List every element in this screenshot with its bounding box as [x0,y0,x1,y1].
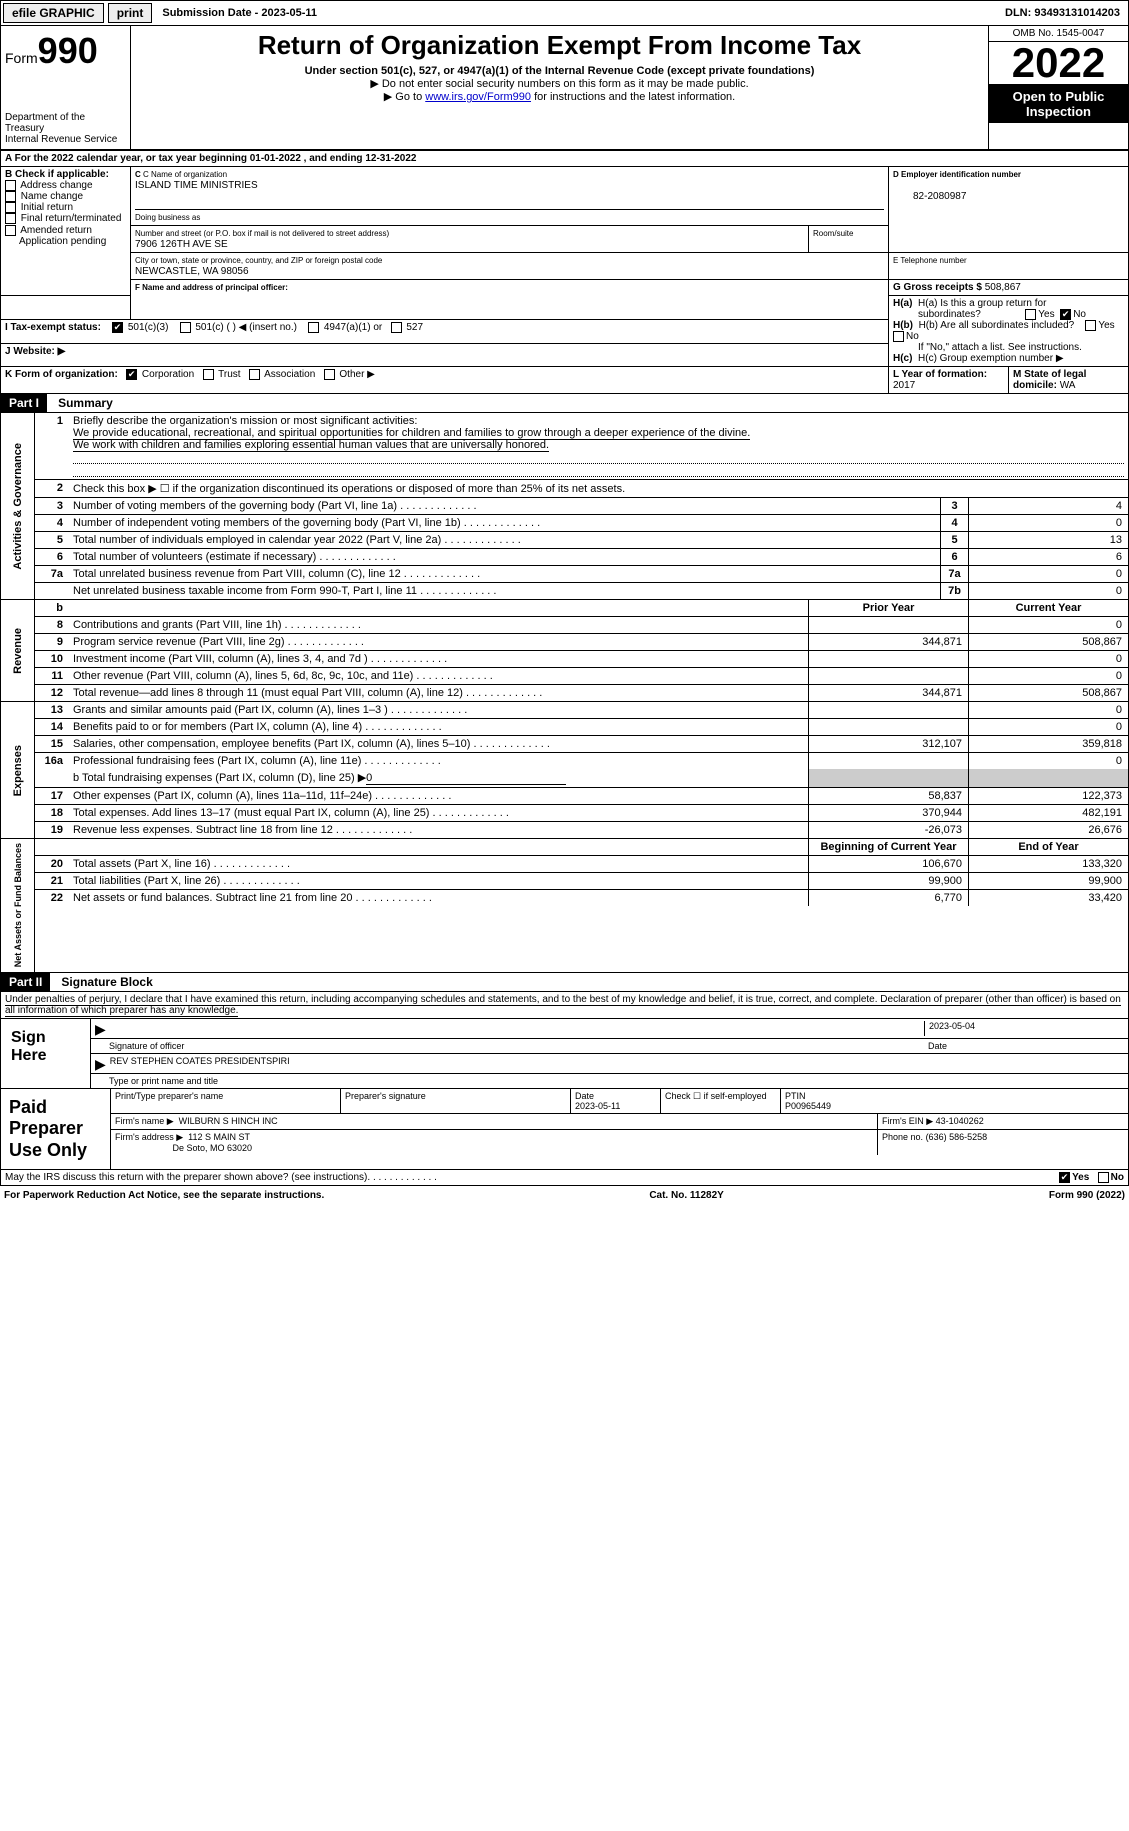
box-j: J Website: ▶ [1,343,889,367]
box-c-name: C C Name of organization ISLAND TIME MIN… [131,167,889,226]
box-i: I Tax-exempt status: ✔ 501(c)(3) 501(c) … [1,319,889,343]
form-header: Form990 Department of the Treasury Inter… [0,26,1129,150]
summary-row: 21 Total liabilities (Part X, line 26) 9… [35,873,1128,890]
part2-header: Part II Signature Block [0,973,1129,992]
revenue-section: Revenue b Prior Year Current Year 8 Cont… [0,600,1129,702]
part1-header: Part I Summary [0,394,1129,413]
summary-row: 5 Total number of individuals employed i… [35,532,1128,549]
room-suite: Room/suite [809,226,889,253]
print-button[interactable]: print [108,3,153,23]
summary-row: 16a Professional fundraising fees (Part … [35,753,1128,769]
summary-row: 22 Net assets or fund balances. Subtract… [35,890,1128,906]
box-h: H(a) H(a) Is this a group return for sub… [889,296,1129,367]
top-bar: efile GRAPHIC print Submission Date - 20… [0,0,1129,26]
box-c-addr: Number and street (or P.O. box if mail i… [131,226,809,253]
line-a: A For the 2022 calendar year, or tax yea… [1,151,1129,167]
summary-row: Net unrelated business taxable income fr… [35,583,1128,599]
box-k: K Form of organization: ✔ Corporation Tr… [1,367,889,394]
dln: DLN: 93493131014203 [997,5,1128,21]
summary-row: 12 Total revenue—add lines 8 through 11 … [35,685,1128,701]
summary-row: 6 Total number of volunteers (estimate i… [35,549,1128,566]
form-title: Return of Organization Exempt From Incom… [135,30,984,61]
governance-label: Activities & Governance [10,439,26,574]
box-f: F Name and address of principal officer: [131,280,889,320]
summary-row: 4 Number of independent voting members o… [35,515,1128,532]
sign-here-block: Sign Here ▶ 2023-05-04 Signature of offi… [0,1019,1129,1089]
form-subtitle: Under section 501(c), 527, or 4947(a)(1)… [135,65,984,77]
summary-row: 11 Other revenue (Part VIII, column (A),… [35,668,1128,685]
netassets-section: Net Assets or Fund Balances Beginning of… [0,839,1129,972]
box-e: E Telephone number [889,253,1129,280]
irs-link[interactable]: www.irs.gov/Form990 [425,91,531,103]
dept-label: Department of the Treasury [5,112,126,134]
governance-section: Activities & Governance 1 Briefly descri… [0,413,1129,600]
summary-row: 18 Total expenses. Add lines 13–17 (must… [35,805,1128,822]
summary-row: 17 Other expenses (Part IX, column (A), … [35,788,1128,805]
summary-row: 7a Total unrelated business revenue from… [35,566,1128,583]
box-b: B Check if applicable: Address change Na… [1,167,131,296]
box-lm: L Year of formation: 2017 M State of leg… [889,367,1129,394]
box-c-city: City or town, state or province, country… [131,253,889,280]
summary-row: 19 Revenue less expenses. Subtract line … [35,822,1128,838]
ssn-warning: ▶ Do not enter social security numbers o… [135,77,984,90]
discuss-row: May the IRS discuss this return with the… [0,1170,1129,1186]
tax-year: 2022 [989,42,1128,85]
summary-row: 8 Contributions and grants (Part VIII, l… [35,617,1128,634]
submission-date: Submission Date - 2023-05-11 [154,5,325,21]
netassets-label: Net Assets or Fund Balances [11,839,25,971]
form-number: Form990 [5,30,126,72]
header-table: A For the 2022 calendar year, or tax yea… [0,150,1129,394]
expenses-label: Expenses [10,741,26,800]
summary-row: 20 Total assets (Part X, line 16) 106,67… [35,856,1128,873]
summary-row: 9 Program service revenue (Part VIII, li… [35,634,1128,651]
summary-row: 3 Number of voting members of the govern… [35,498,1128,515]
efile-label: efile GRAPHIC [3,3,104,23]
revenue-label: Revenue [10,624,26,678]
box-g: G Gross receipts $ 508,867 [889,280,1129,296]
summary-row: 13 Grants and similar amounts paid (Part… [35,702,1128,719]
box-d: D Employer identification number 82-2080… [889,167,1129,253]
irs-label: Internal Revenue Service [5,134,126,145]
goto-line: ▶ Go to www.irs.gov/Form990 for instruct… [135,90,984,103]
public-inspection: Open to PublicInspection [989,85,1128,123]
jurat: Under penalties of perjury, I declare th… [0,992,1129,1019]
page-footer: For Paperwork Reduction Act Notice, see … [0,1186,1129,1205]
paid-preparer-block: Paid Preparer Use Only Print/Type prepar… [0,1089,1129,1171]
summary-row: 10 Investment income (Part VIII, column … [35,651,1128,668]
summary-row: 14 Benefits paid to or for members (Part… [35,719,1128,736]
summary-row: 15 Salaries, other compensation, employe… [35,736,1128,753]
expenses-section: Expenses 13 Grants and similar amounts p… [0,702,1129,839]
